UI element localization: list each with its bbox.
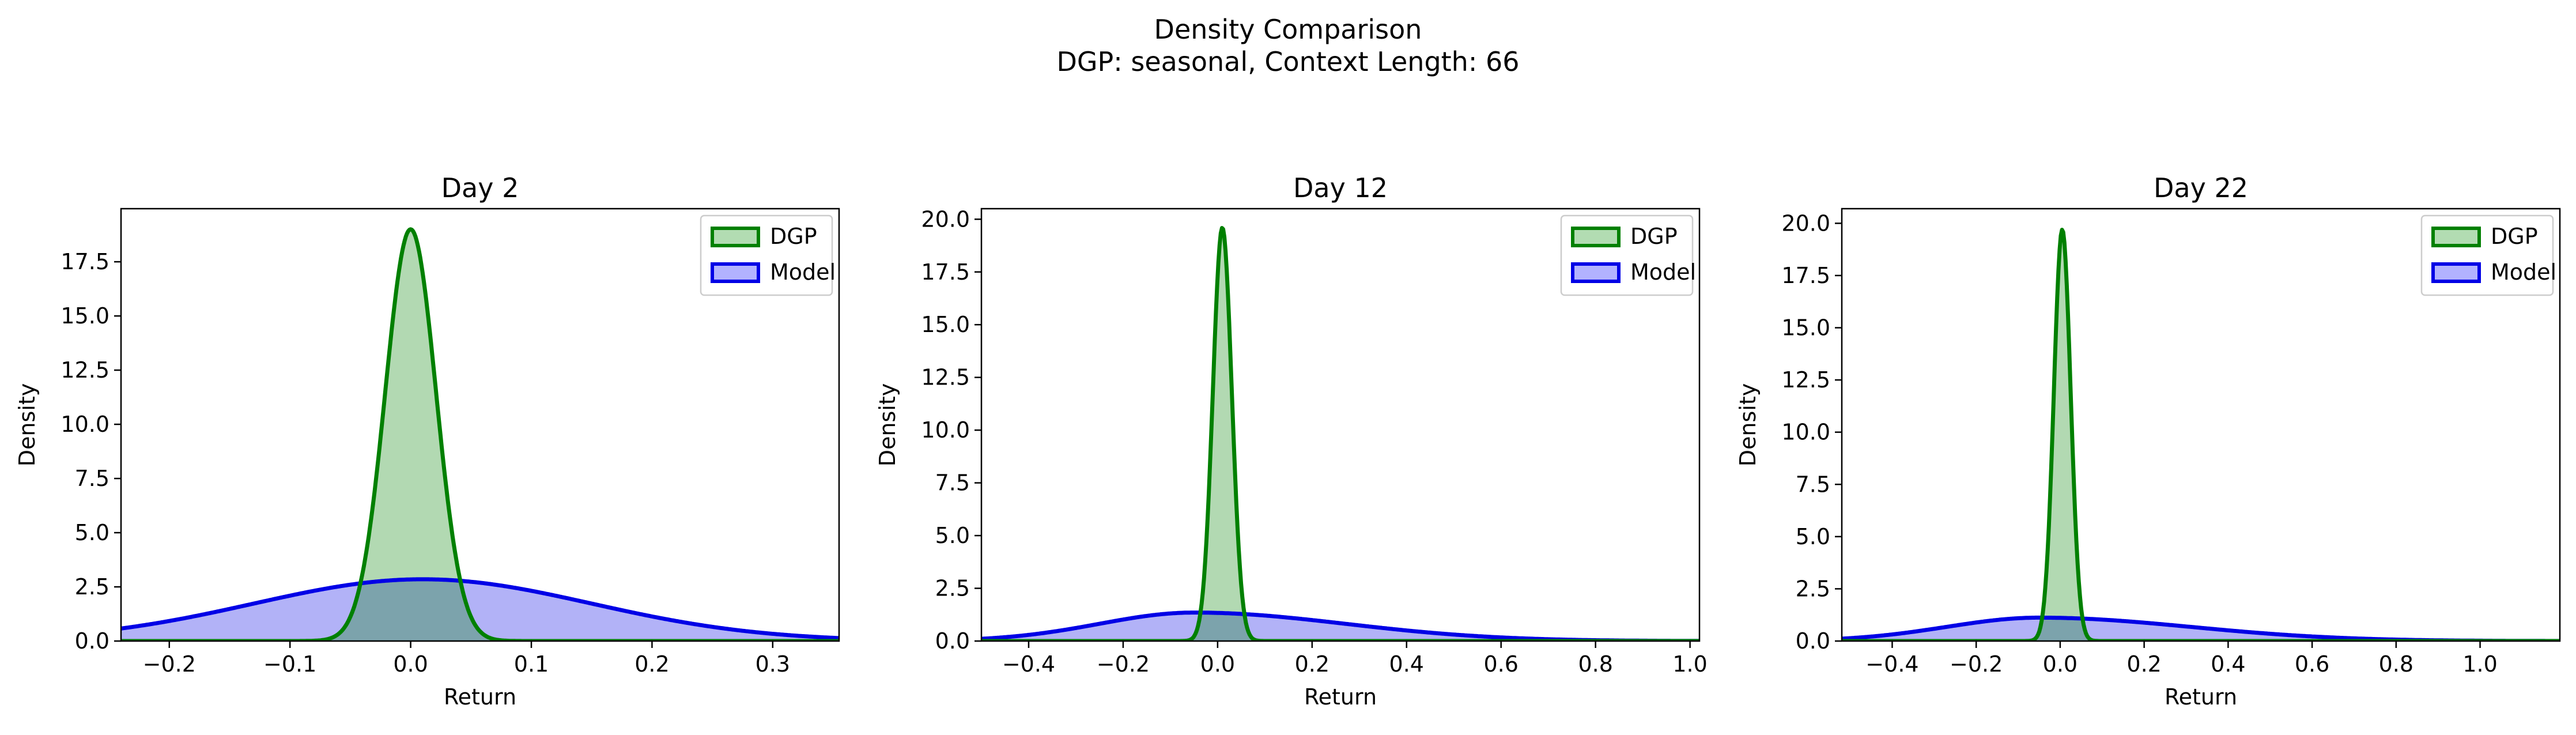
model-legend-label: Model (2491, 259, 2556, 285)
x-axis-label: Return (444, 684, 516, 710)
plot-area (981, 226, 1699, 641)
x-tick-label: 1.0 (1672, 651, 1707, 677)
y-tick-label: 0.0 (1796, 628, 1830, 654)
x-tick-label: 0.6 (2295, 651, 2329, 677)
x-tick-label: 0.8 (1578, 651, 1612, 677)
chart-panel-2: −0.4 −0.2 0.0 0.2 0.4 0.6 0.8 1.0 0.0 2.5 5.0 7.5 10… (875, 172, 1708, 710)
x-tick-label: 0.0 (2043, 651, 2078, 677)
legend: DGP Model (2420, 214, 2556, 296)
x-tick-label: 0.3 (756, 651, 790, 677)
y-tick-label: 2.5 (75, 574, 109, 600)
y-axis-label: Density (1735, 383, 1761, 466)
y-tick-label: 0.0 (75, 628, 109, 654)
dgp-legend-label: DGP (770, 224, 817, 249)
dgp-legend-swatch (1571, 227, 1621, 247)
dgp-legend-swatch (711, 227, 760, 247)
chart-panel-1: −0.2 −0.1 0.0 0.1 0.2 0.3 0.0 2.5 5.0 7.5 10.0 12.5… (14, 172, 840, 710)
y-tick-label: 17.5 (1781, 263, 1830, 288)
x-axis-label: Return (1304, 684, 1377, 710)
y-tick-label: 7.5 (1796, 472, 1830, 497)
figure-title: Density Comparison (1154, 14, 1422, 45)
x-tick-label: −0.1 (263, 651, 316, 677)
legend: DGP Model (1560, 214, 1696, 296)
axes-frame (980, 208, 1701, 642)
y-tick-label: 15.0 (1781, 315, 1830, 341)
x-tick-label: 0.2 (1295, 651, 1329, 677)
y-tick-label: 10.0 (61, 412, 109, 437)
subplot-title: Day 12 (1293, 172, 1388, 203)
x-tick-label: 0.6 (1483, 651, 1518, 677)
y-tick-label: 5.0 (75, 520, 109, 545)
subplot-title: Day 22 (2154, 172, 2248, 203)
y-tick-label: 12.5 (1781, 367, 1830, 393)
y-tick-label: 17.5 (61, 249, 109, 274)
y-tick-label: 2.5 (935, 576, 970, 601)
x-tick-label: 0.2 (634, 651, 669, 677)
legend: DGP Model (700, 214, 836, 296)
model-legend-label: Model (1630, 259, 1696, 285)
y-tick-label: 5.0 (935, 523, 970, 548)
x-tick-label: 0.4 (1389, 651, 1424, 677)
y-tick-label: 15.0 (921, 312, 970, 337)
model-legend-swatch (1571, 262, 1621, 283)
y-tick-label: 17.5 (921, 259, 970, 285)
dgp-legend-label: DGP (2491, 224, 2538, 249)
dgp-legend-label: DGP (1630, 224, 1678, 249)
y-tick-label: 7.5 (75, 466, 109, 491)
x-tick-label: −0.2 (1097, 651, 1150, 677)
x-tick-label: 0.0 (1200, 651, 1235, 677)
model-legend-label: Model (770, 259, 836, 285)
y-tick-label: 10.0 (921, 417, 970, 443)
x-tick-label: 0.4 (2211, 651, 2245, 677)
y-tick-label: 0.0 (935, 628, 970, 654)
y-tick-label: 2.5 (1796, 576, 1830, 601)
axes-frame (1841, 208, 2561, 642)
x-tick-label: −0.2 (1950, 651, 2003, 677)
plot-area (121, 227, 839, 641)
model-legend-swatch (2431, 262, 2481, 283)
x-tick-label: 0.8 (2379, 651, 2413, 677)
x-axis-label: Return (2165, 684, 2237, 710)
subplot-title: Day 2 (441, 172, 519, 203)
y-tick-label: 7.5 (935, 470, 970, 496)
x-tick-label: −0.2 (143, 651, 196, 677)
x-tick-label: 1.0 (2462, 651, 2497, 677)
y-axis-label: Density (875, 383, 900, 466)
x-tick-label: 0.2 (2126, 651, 2161, 677)
figure-subtitle: DGP: seasonal, Context Length: 66 (1056, 46, 1520, 77)
x-tick-label: −0.4 (1865, 651, 1918, 677)
y-tick-label: 12.5 (61, 357, 109, 383)
y-tick-label: 10.0 (1781, 420, 1830, 445)
y-tick-label: 20.0 (921, 206, 970, 232)
dgp-density-line (121, 227, 839, 641)
y-tick-label: 12.5 (921, 365, 970, 390)
x-tick-label: 0.0 (393, 651, 428, 677)
model-legend-swatch (711, 262, 760, 283)
dgp-legend-swatch (2431, 227, 2481, 247)
x-tick-label: −0.4 (1002, 651, 1055, 677)
model-density-fill (981, 612, 1699, 641)
chart-panel-3: −0.4 −0.2 0.0 0.2 0.4 0.6 0.8 1.0 0.0 2.5 5.0 7.5 10… (1735, 172, 2561, 710)
y-tick-label: 15.0 (61, 303, 109, 329)
y-tick-label: 5.0 (1796, 524, 1830, 549)
y-tick-label: 20.0 (1781, 210, 1830, 236)
y-axis-label: Density (14, 383, 40, 466)
x-tick-label: 0.1 (514, 651, 549, 677)
model-density-line (121, 577, 839, 640)
